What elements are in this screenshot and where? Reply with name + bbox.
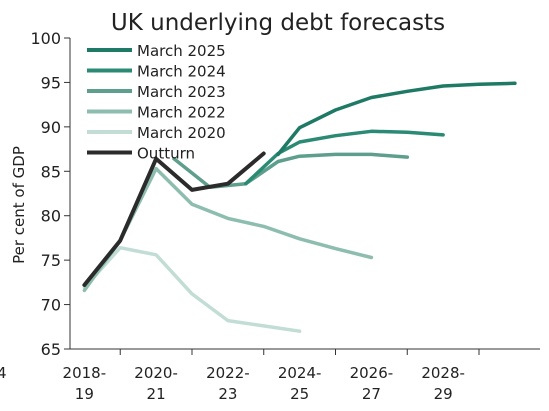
series-line-march-2020 bbox=[82, 245, 302, 333]
legend: March 2025 March 2024 March 2023 March 2022… bbox=[87, 42, 226, 163]
axes bbox=[69, 38, 540, 350]
legend-label: March 2025 bbox=[137, 42, 226, 60]
chart-title: UK underlying debt forecasts bbox=[111, 10, 445, 36]
x-tick-label-year: 19 bbox=[75, 385, 94, 403]
x-tick-label-year: 27 bbox=[362, 385, 381, 403]
series-line-march-2024 bbox=[244, 129, 445, 186]
y-tick-label: 85 bbox=[41, 162, 61, 181]
legend-label: March 2022 bbox=[137, 104, 226, 122]
x-tick-label-year: 21 bbox=[147, 385, 166, 403]
y-tick-label: 95 bbox=[41, 73, 61, 92]
series-line-march-2025 bbox=[276, 81, 517, 157]
y-tick-label: 100 bbox=[30, 29, 61, 48]
y-tick-label: 80 bbox=[41, 207, 61, 226]
x-tick-label-year: 23 bbox=[218, 385, 237, 403]
x-tick-label: 2024- bbox=[278, 364, 322, 382]
series-lines bbox=[82, 81, 517, 333]
y-ticks: 65 70 75 80 85 90 95 100 bbox=[30, 29, 70, 359]
x-tick-label: 2018- bbox=[63, 364, 107, 382]
left-edge-label: 4 bbox=[0, 364, 7, 382]
x-ticks: 2018- 19 2020- 21 2022- 23 2024- 25 2026- 27 2028-… bbox=[63, 349, 480, 403]
legend-label: Outturn bbox=[137, 145, 195, 163]
x-tick-label: 2020- bbox=[134, 364, 178, 382]
x-tick-label-year: 29 bbox=[434, 385, 453, 403]
series-line-march-2023 bbox=[172, 152, 410, 190]
x-tick-label-year: 25 bbox=[290, 385, 309, 403]
y-tick-label: 75 bbox=[41, 251, 61, 270]
y-tick-label: 70 bbox=[41, 296, 61, 315]
x-tick-label: 2026- bbox=[350, 364, 394, 382]
x-tick-label: 2028- bbox=[421, 364, 465, 382]
legend-label: March 2023 bbox=[137, 83, 226, 101]
legend-label: March 2024 bbox=[137, 63, 226, 81]
y-tick-label: 65 bbox=[41, 340, 61, 359]
y-tick-label: 90 bbox=[41, 118, 61, 137]
legend-label: March 2020 bbox=[137, 124, 226, 142]
x-tick-label: 2022- bbox=[206, 364, 250, 382]
y-axis-label: Per cent of GDP bbox=[10, 146, 28, 264]
series-line-outturn bbox=[82, 151, 266, 287]
